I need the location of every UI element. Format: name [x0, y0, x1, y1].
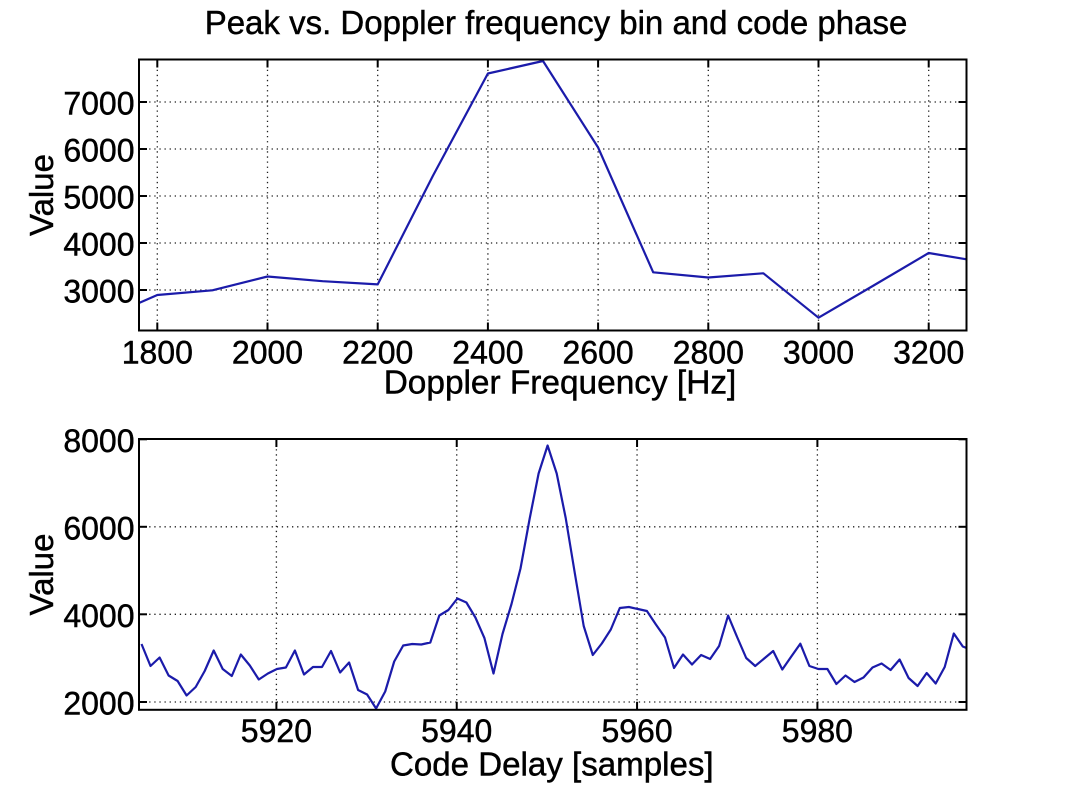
- svg-text:2600: 2600: [563, 335, 634, 371]
- svg-text:1800: 1800: [122, 335, 193, 371]
- svg-text:7000: 7000: [63, 86, 134, 122]
- svg-text:5960: 5960: [601, 713, 672, 749]
- svg-text:2200: 2200: [342, 335, 413, 371]
- svg-text:5940: 5940: [421, 713, 492, 749]
- svg-text:Value: Value: [23, 154, 60, 236]
- svg-text:6000: 6000: [63, 133, 134, 169]
- svg-text:3000: 3000: [63, 274, 134, 310]
- svg-text:5980: 5980: [782, 713, 853, 749]
- svg-text:2800: 2800: [673, 335, 744, 371]
- svg-text:2000: 2000: [63, 686, 134, 722]
- svg-text:4000: 4000: [63, 227, 134, 263]
- svg-text:4000: 4000: [63, 598, 134, 634]
- svg-text:8000: 8000: [63, 423, 134, 459]
- svg-text:Value: Value: [23, 534, 60, 616]
- svg-text:3200: 3200: [893, 335, 964, 371]
- svg-text:Peak vs. Doppler frequency bin: Peak vs. Doppler frequency bin and code …: [205, 4, 908, 41]
- svg-text:2400: 2400: [452, 335, 523, 371]
- svg-text:2000: 2000: [232, 335, 303, 371]
- svg-text:5920: 5920: [241, 713, 312, 749]
- svg-text:5000: 5000: [63, 180, 134, 216]
- svg-text:3000: 3000: [783, 335, 854, 371]
- svg-text:6000: 6000: [63, 510, 134, 546]
- svg-text:Code Delay [samples]: Code Delay [samples]: [390, 747, 714, 784]
- svg-text:Doppler Frequency [Hz]: Doppler Frequency [Hz]: [384, 365, 737, 402]
